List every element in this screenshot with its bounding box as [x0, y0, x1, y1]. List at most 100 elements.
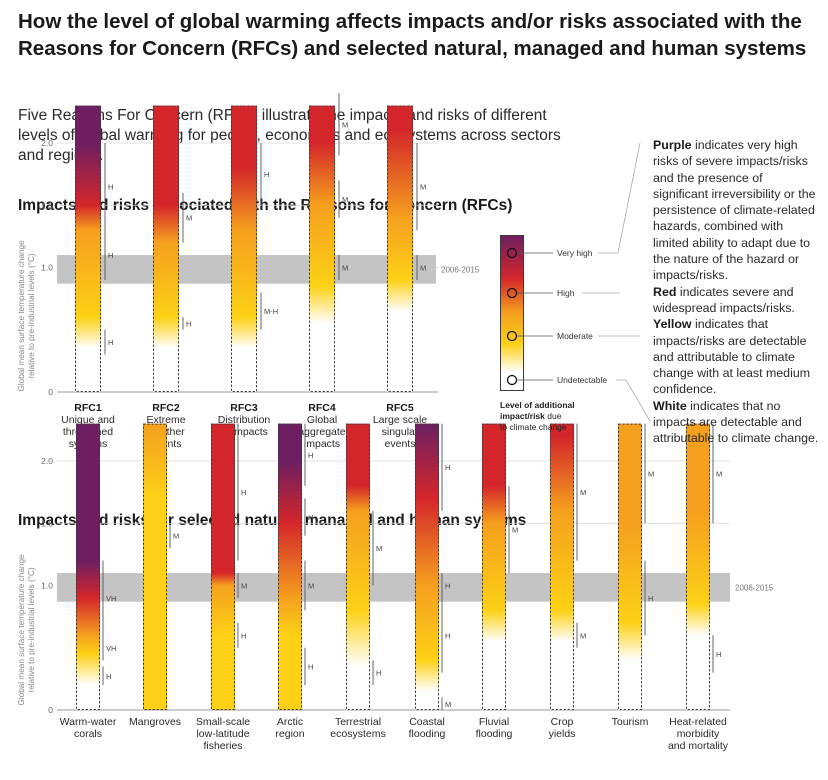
risk-bar-outline	[686, 423, 710, 710]
confidence-label: M	[716, 469, 722, 478]
legend-title: Level of additional	[500, 400, 575, 410]
confidence-label: H	[308, 451, 313, 460]
category-code: RFC2	[152, 402, 180, 414]
y-tick-label: 0	[48, 387, 53, 397]
category-label: Arctic	[277, 716, 303, 728]
note-purple-label: Purple	[653, 138, 692, 152]
legend-note-connector	[598, 142, 641, 254]
risk-bar	[75, 105, 101, 393]
risk-bar-outline	[231, 105, 257, 393]
category-label: Small-scale	[196, 716, 250, 728]
category-label: impacts	[304, 438, 340, 450]
risk-bar	[278, 423, 302, 710]
risk-bar	[618, 423, 642, 710]
note-red-text: indicates severe and widespread impacts/…	[653, 284, 795, 315]
confidence-label: M	[342, 264, 348, 273]
confidence-label: M	[241, 582, 247, 591]
confidence-label: M	[648, 469, 654, 478]
category-label: ecosystems	[330, 728, 385, 740]
confidence-label: H	[308, 513, 313, 522]
risk-bar-outline	[482, 423, 506, 710]
note-white: White indicates that no impacts are dete…	[653, 398, 821, 447]
category-label: morbidity	[677, 728, 720, 740]
confidence-label: M	[580, 488, 586, 497]
category-label: Distribution	[218, 414, 271, 426]
confidence-label: VH	[106, 644, 116, 653]
category-code: RFC4	[308, 402, 336, 414]
risk-bar	[153, 105, 179, 393]
category-label: Terrestrial	[335, 716, 381, 728]
reference-band-label: 2006-2015	[735, 583, 774, 592]
confidence-label: H	[445, 582, 450, 591]
confidence-label: H	[186, 320, 191, 329]
main-title: How the level of global warming affects …	[18, 10, 807, 60]
legend-label: Undetectable	[557, 375, 607, 385]
category-label: flooding	[409, 728, 446, 740]
y-tick-label: 2.0	[41, 456, 53, 466]
risk-bar-outline	[211, 423, 235, 710]
category-label: yields	[549, 728, 576, 740]
risk-bar-outline	[309, 105, 335, 393]
confidence-label: M	[512, 525, 518, 534]
category-label: Coastal	[409, 716, 445, 728]
risk-bar	[387, 105, 413, 393]
category-label: fisheries	[203, 740, 242, 752]
confidence-label: H	[648, 594, 653, 603]
reference-band-label: 2006-2015	[441, 265, 480, 274]
legend-marker	[506, 330, 518, 342]
y-axis-label: Global mean surface temperature change	[17, 554, 26, 706]
category-label: Unique and	[61, 414, 115, 426]
category-label: flooding	[476, 728, 513, 740]
confidence-label: VH	[106, 594, 116, 603]
risk-bar-outline	[278, 423, 302, 710]
risk-bar	[415, 423, 439, 710]
confidence-label: M	[445, 700, 451, 709]
y-axis-label: relative to pre-industrial levels (°C)	[27, 567, 36, 692]
legend-label: Moderate	[557, 331, 593, 341]
note-yellow-label: Yellow	[653, 317, 692, 332]
confidence-label: M	[420, 183, 426, 192]
category-label: Warm-water	[60, 716, 117, 728]
category-label: aggregate	[298, 426, 345, 438]
confidence-label: M	[376, 544, 382, 553]
category-label: Fluvial	[479, 716, 509, 728]
category-label: singular	[382, 426, 419, 438]
note-yellow-text: indicates that impacts/risks are detecta…	[653, 317, 811, 397]
legend-marker	[506, 247, 518, 259]
risk-bar-outline	[76, 423, 100, 710]
confidence-label: M	[420, 264, 426, 273]
risk-bar	[211, 423, 235, 710]
legend-bar-outline	[500, 235, 524, 391]
confidence-label: M	[342, 120, 348, 129]
risk-bar	[482, 423, 506, 710]
risk-bar-outline	[415, 423, 439, 710]
note-white-label: White	[653, 398, 687, 413]
confidence-label: M	[580, 631, 586, 640]
risk-bar	[686, 423, 710, 710]
risk-bar-outline	[143, 423, 167, 710]
note-purple: Purple indicates very high risks of seve…	[653, 137, 821, 284]
risk-bar-outline	[153, 105, 179, 393]
legend-title: to climate change	[500, 422, 567, 432]
category-label: Extreme	[146, 414, 185, 426]
note-red: Red indicates severe and widespread impa…	[653, 284, 821, 317]
confidence-label: M	[342, 195, 348, 204]
confidence-label: M	[173, 532, 179, 541]
confidence-label: H	[108, 251, 113, 260]
risk-bar	[231, 105, 257, 393]
risk-bar	[76, 423, 100, 710]
risk-bar	[346, 423, 370, 710]
note-white-text: indicates that no impacts are detectable…	[653, 398, 819, 446]
confidence-label: H	[308, 662, 313, 671]
legend-marker	[506, 374, 518, 386]
risk-bar	[143, 423, 167, 710]
legend-notes: Purple indicates very high risks of seve…	[653, 137, 821, 447]
legend-bar	[500, 235, 524, 391]
legend-title: impact/risk due	[500, 411, 562, 421]
category-code: RFC1	[74, 402, 102, 414]
legend-label: High	[557, 288, 575, 298]
note-purple-text: indicates very high risks of severe impa…	[653, 138, 816, 283]
y-tick-label: 1.5	[41, 200, 53, 210]
risk-bar-outline	[346, 423, 370, 710]
